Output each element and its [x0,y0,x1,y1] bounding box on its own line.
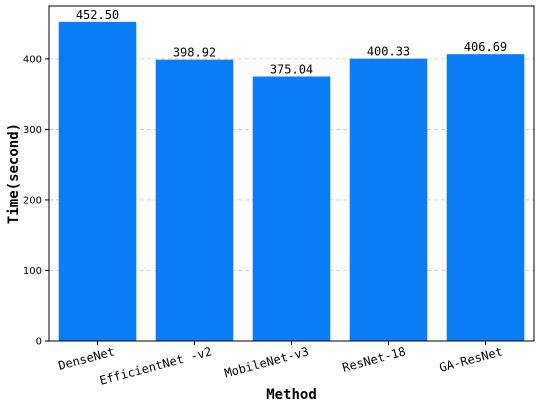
x-tick-label: MobileNet-v3 [223,344,310,380]
y-tick-label: 100 [23,266,42,277]
x-tick-label: ResNet-18 [341,344,407,374]
x-tick-label: GA-ResNet [438,344,504,374]
bar [252,76,331,341]
y-tick-label: 300 [23,125,42,136]
value-label: 375.04 [270,62,313,76]
y-axis-title: Time(second) [6,123,22,224]
bar [446,54,525,342]
value-label: 398.92 [173,46,216,60]
x-tick-label: DenseNet [57,344,116,372]
value-label: 452.50 [76,8,119,22]
bar [155,59,234,341]
bars [58,21,525,342]
bar [58,21,137,342]
y-tick-label: 200 [23,195,42,206]
y-tick-label: 400 [23,54,42,65]
y-tick-label: 0 [36,337,42,348]
value-label: 406.69 [464,40,507,54]
x-tick-label: EfficientNet -v2 [98,344,213,387]
y-axis: 0 100 200 300 400 [23,54,49,348]
value-labels: 452.50 398.92 375.04 400.33 406.69 [76,8,507,77]
value-label: 400.33 [367,45,410,59]
x-axis-title: Method [266,387,317,403]
bar [349,58,428,342]
